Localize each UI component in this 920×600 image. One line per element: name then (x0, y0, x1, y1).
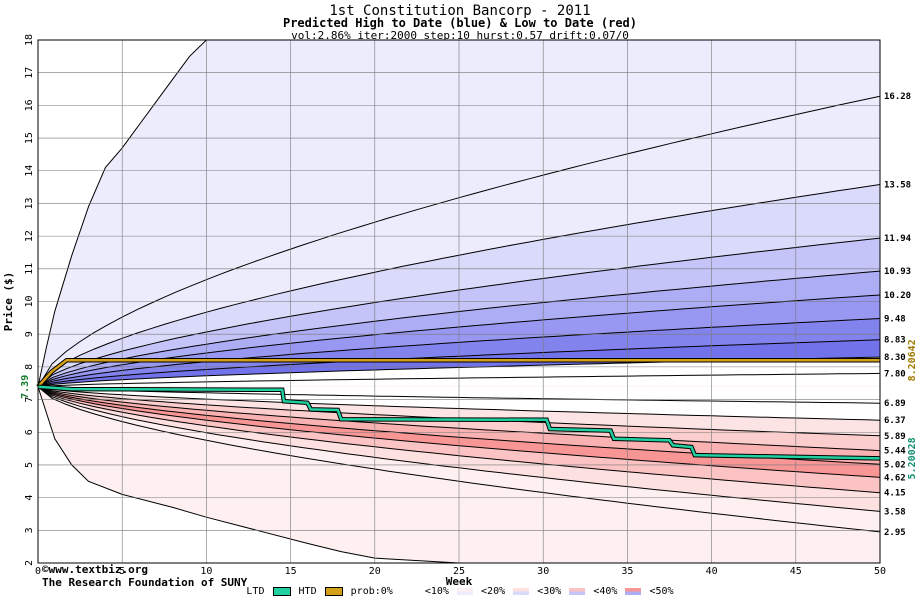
legend-swatch-20 (513, 588, 530, 595)
outer-high-line (38, 40, 207, 387)
high-band-label-8: 7.80 (884, 369, 906, 379)
y-tick-label-11: 11 (24, 263, 35, 275)
y-tick-label-16: 16 (24, 99, 35, 111)
chart-subtitle: Predicted High to Date (blue) & Low to D… (282, 16, 637, 30)
low-band-label-1: 6.37 (884, 416, 906, 426)
high-band-label-5: 9.48 (884, 314, 906, 324)
high-band-label-2: 11.94 (884, 234, 912, 244)
y-tick-label-17: 17 (24, 67, 35, 79)
y-axis-label: Price ($) (2, 272, 15, 332)
x-tick-label-5: 5 (119, 566, 125, 577)
y-tick-label-12: 12 (24, 230, 35, 242)
low-band-label-8: 2.95 (884, 528, 906, 538)
legend-prob-0: prob:0% (350, 586, 393, 597)
y-tick-label-10: 10 (24, 295, 35, 307)
outer-low-line (38, 386, 460, 563)
chart-title: 1st Constitution Bancorp - 2011 (329, 3, 591, 19)
credit-line-2: The Research Foundation of SUNY (42, 576, 248, 589)
plot-frame (37, 39, 881, 564)
credit-line-1: ©www.textbiz.org (42, 563, 148, 576)
x-tick-label-50: 50 (874, 566, 886, 577)
x-tick-label-35: 35 (621, 566, 633, 577)
legend-htd-swatch (324, 587, 343, 596)
legend-prob-20: <20% (481, 586, 506, 597)
start-price-label: 7.39 (20, 375, 31, 399)
x-axis-label: Week (446, 575, 473, 588)
legend-prob-30: <30% (537, 586, 562, 597)
legend-swatch-40 (625, 588, 642, 595)
legend-prob-50: <50% (649, 586, 674, 597)
legend-prob-10: <10% (424, 586, 449, 597)
y-tick-label-15: 15 (24, 132, 35, 144)
y-tick-label-9: 9 (24, 331, 35, 337)
high-band-label-3: 10.93 (884, 267, 911, 277)
legend-prob-40: <40% (593, 586, 618, 597)
y-tick-label-5: 5 (24, 462, 35, 468)
x-tick-label-0: 0 (35, 566, 41, 577)
legend-ltd-label: LTD (246, 586, 265, 597)
y-tick-label-6: 6 (24, 429, 35, 435)
y-tick-label-4: 4 (24, 495, 35, 501)
high-band-label-6: 8.83 (884, 336, 906, 346)
low-band-label-7: 3.58 (884, 507, 906, 517)
y-tick-label-3: 3 (24, 527, 35, 533)
legend-swatch-30 (569, 588, 586, 595)
low-band-label-0: 6.89 (884, 399, 906, 409)
low-band-label-5: 4.62 (884, 473, 906, 483)
x-tick-label-20: 20 (369, 566, 381, 577)
legend-ltd-swatch (272, 587, 291, 596)
chart-legend: LTD HTD prob:0% <10% <20% <30% <40% <50% (0, 586, 920, 598)
x-tick-label-10: 10 (200, 566, 212, 577)
x-tick-label-15: 15 (285, 566, 297, 577)
htd-final-value: 8.20642 (907, 339, 918, 381)
ltd-line (37, 385, 881, 460)
x-tick-label-40: 40 (706, 566, 718, 577)
y-tick-label-8: 8 (24, 364, 35, 370)
y-tick-label-14: 14 (24, 165, 35, 177)
low-band-label-3: 5.44 (884, 447, 906, 457)
high-band-label-1: 13.58 (884, 180, 911, 190)
x-tick-label-45: 45 (790, 566, 802, 577)
low-band-label-4: 5.02 (884, 460, 906, 470)
high-band-label-7: 8.30 (884, 353, 906, 363)
y-tick-label-2: 2 (24, 560, 35, 566)
chart-params: vol:2.86% iter:2000 step:10 hurst:0.57 d… (291, 29, 629, 42)
y-tick-label-7: 7 (24, 397, 35, 403)
x-tick-label-30: 30 (537, 566, 549, 577)
ltd-final-value: 5.20028 (907, 437, 918, 479)
y-tick-label-13: 13 (24, 197, 35, 209)
low-band-label-2: 5.89 (884, 432, 906, 442)
htd-line (37, 359, 880, 388)
low-band-label-6: 4.15 (884, 489, 906, 499)
high-band-label-4: 10.20 (884, 291, 911, 301)
legend-swatch-10 (457, 588, 473, 595)
high-band-label-0: 16.28 (884, 92, 911, 102)
legend-htd-label: HTD (298, 586, 317, 597)
y-tick-label-18: 18 (24, 34, 35, 46)
legend-swatch-0 (400, 588, 417, 595)
x-tick-label-25: 25 (453, 566, 465, 577)
